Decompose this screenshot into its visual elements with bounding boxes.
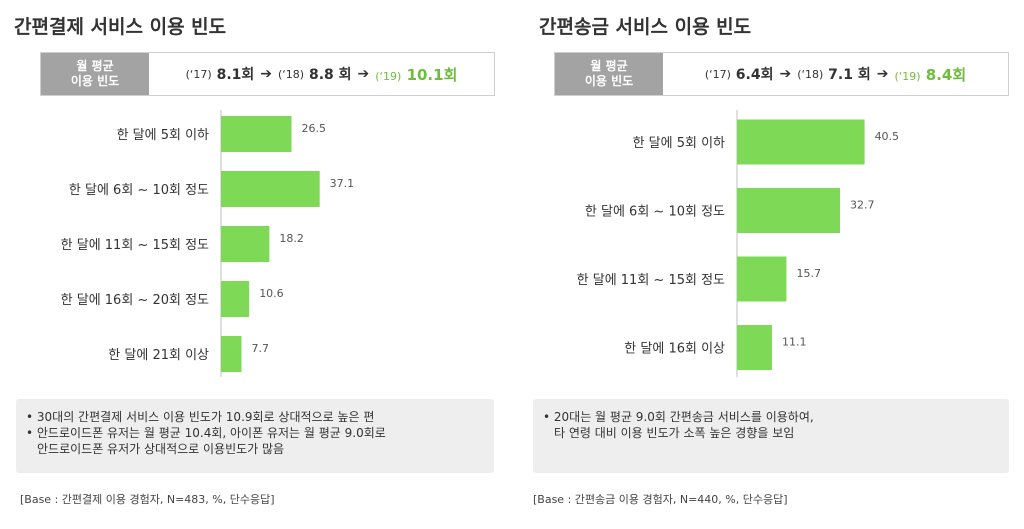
- remittance-value-2018: 7.1 회: [828, 67, 871, 83]
- payment-value-2017: 8.1회: [216, 67, 255, 83]
- remittance-frequency-values: (‘17) 6.4회 ➔ (‘18) 7.1 회 ➔ (‘19) 8.4회: [663, 53, 1008, 95]
- remittance-frequency-label-line1: 월 평균: [590, 59, 628, 73]
- payment-value-label-4: 7.7: [251, 342, 269, 355]
- payment-category-label-2: 한 달에 11회 ~ 15회 정도: [61, 238, 209, 253]
- remittance-year-2017: (‘17): [704, 67, 731, 81]
- remittance-title: 간편송금 서비스 이용 빈도: [539, 16, 752, 38]
- payment-year-2017: (‘17): [185, 67, 212, 81]
- payment-note-3: 안드로이드폰 유저가 상대적으로 이용빈도가 많음: [37, 442, 285, 456]
- arrow-right-icon: ➔: [357, 66, 370, 82]
- remittance-note-1: • 20대는 월 평균 9.0회 간편송금 서비스를 이용하여,: [543, 410, 814, 424]
- payment-category-label-0: 한 달에 5회 이하: [117, 128, 209, 143]
- remittance-bar-chart: 한 달에 5회 이하 40.5 한 달에 6회 ~ 10회 정도 32.7 한 달에 1…: [577, 110, 900, 377]
- payment-frequency-values: (‘17) 8.1회 ➔ (‘18) 8.8 회 ➔ (‘19) 10.1회: [149, 53, 494, 95]
- payment-value-label-2: 18.2: [279, 232, 304, 245]
- remittance-bar-0: [737, 119, 865, 165]
- payment-value-2019: 10.1회: [406, 65, 458, 84]
- payment-bar-3: [221, 281, 250, 317]
- remittance-year-2019: (‘19): [894, 69, 921, 83]
- payment-category-label-4: 한 달에 21회 이상: [108, 348, 209, 363]
- payment-year-2019: (‘19): [375, 69, 402, 83]
- arrow-right-icon: ➔: [779, 66, 792, 82]
- payment-bar-4: [221, 336, 242, 372]
- remittance-value-label-2: 15.7: [796, 267, 821, 280]
- remittance-year-2018: (‘18): [797, 67, 824, 81]
- payment-notes: • 30대의 간편결제 서비스 이용 빈도가 10.9회로 상대적으로 높은 편…: [16, 399, 494, 473]
- remittance-value-label-0: 40.5: [875, 130, 900, 143]
- remittance-category-label-1: 한 달에 6회 ~ 10회 정도: [585, 205, 725, 220]
- arrow-right-icon: ➔: [260, 66, 272, 82]
- remittance-bar-3: [737, 325, 772, 370]
- remittance-category-label-2: 한 달에 11회 ~ 15회 정도: [577, 273, 725, 288]
- remittance-frequency-label: 월 평균 이용 빈도: [555, 53, 663, 95]
- payment-title: 간편결제 서비스 이용 빈도: [14, 16, 227, 38]
- payment-value-label-0: 26.5: [301, 122, 326, 135]
- remittance-note-2: 타 연령 대비 이용 빈도가 소폭 높은 경향을 보임: [554, 426, 795, 440]
- remittance-value-2017: 6.4회: [735, 67, 774, 83]
- remittance-bar-1: [737, 188, 841, 233]
- payment-note-2: • 안드로이드폰 유저는 월 평균 10.4회, 아이폰 유저는 월 평균 9.…: [26, 426, 386, 440]
- arrow-right-icon: ➔: [876, 66, 889, 82]
- payment-bar-1: [221, 171, 320, 207]
- payment-category-label-3: 한 달에 16회 ~ 20회 정도: [61, 293, 209, 308]
- payment-bar-2: [221, 226, 270, 262]
- payment-bar-chart: 한 달에 5회 이하 26.5 한 달에 6회 ~ 10회 정도 37.1 한 달에 1…: [61, 110, 355, 377]
- remittance-frequency-label-line2: 이용 빈도: [584, 74, 634, 88]
- remittance-notes: • 20대는 월 평균 9.0회 간편송금 서비스를 이용하여, 타 연령 대비…: [533, 399, 1009, 473]
- payment-value-2018: 8.8 회: [308, 67, 352, 83]
- payment-frequency-box: 월 평균 이용 빈도 (‘17) 8.1회 ➔ (‘18) 8.8 회 ➔ (‘…: [40, 52, 495, 96]
- payment-frequency-label-line1: 월 평균: [76, 59, 114, 73]
- remittance-category-label-0: 한 달에 5회 이하: [633, 136, 725, 151]
- payment-base-note: [Base : 간편결제 이용 경험자, N=483, %, 단수응답]: [20, 493, 275, 506]
- payment-category-label-1: 한 달에 6회 ~ 10회 정도: [69, 183, 209, 198]
- payment-panel: 간편결제 서비스 이용 빈도 월 평균 이용 빈도 (‘17) 8.1회 ➔ (…: [0, 0, 495, 529]
- remittance-bar-2: [737, 256, 787, 302]
- remittance-panel: 간편송금 서비스 이용 빈도 월 평균 이용 빈도 (‘17) 6.4회 ➔ (…: [525, 0, 1015, 529]
- remittance-frequency-box: 월 평균 이용 빈도 (‘17) 6.4회 ➔ (‘18) 7.1 회 ➔ (‘…: [554, 52, 1009, 96]
- payment-year-2018: (‘18): [278, 67, 305, 81]
- payment-value-label-3: 10.6: [259, 287, 284, 300]
- remittance-base-note: [Base : 간편송금 이용 경험자, N=440, %, 단수응답]: [533, 493, 788, 506]
- remittance-category-label-3: 한 달에 16회 이상: [624, 342, 725, 357]
- remittance-value-2019: 8.4회: [925, 65, 967, 84]
- remittance-value-label-1: 32.7: [850, 199, 875, 212]
- payment-frequency-label: 월 평균 이용 빈도: [41, 53, 149, 95]
- payment-note-1: • 30대의 간편결제 서비스 이용 빈도가 10.9회로 상대적으로 높은 편: [26, 410, 375, 424]
- remittance-value-label-3: 11.1: [782, 336, 807, 349]
- payment-bar-0: [221, 116, 292, 152]
- payment-frequency-label-line2: 이용 빈도: [70, 74, 120, 88]
- payment-value-label-1: 37.1: [330, 177, 355, 190]
